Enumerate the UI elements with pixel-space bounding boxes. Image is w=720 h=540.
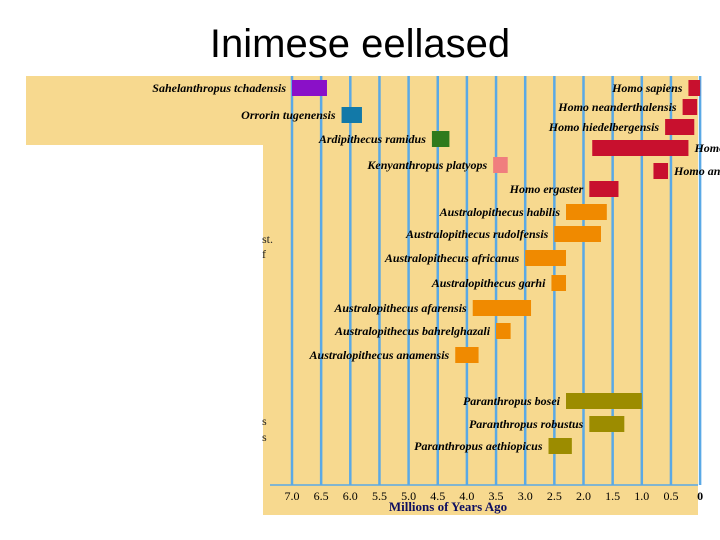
left-fragments: st.f ss [262, 232, 273, 444]
range-bar [566, 393, 642, 409]
range-bar [653, 163, 669, 179]
x-tick-label: 0.5 [663, 489, 678, 503]
species-label: Australopithecus bahrelghazali [334, 324, 491, 338]
range-bar [665, 119, 695, 135]
species-label: Ardipithecus ramidus [318, 132, 426, 146]
species-label: Australopithecus africanus [384, 251, 520, 265]
x-tick-label: 6.0 [343, 489, 358, 503]
species-label: Australopithecus afarensis [333, 301, 467, 315]
x-tick-label: 4.5 [430, 489, 445, 503]
range-bar [682, 99, 698, 115]
x-tick-label: 2.0 [576, 489, 591, 503]
species-label: Homo sapiens [611, 81, 683, 95]
x-tick-label: 7.0 [285, 489, 300, 503]
range-bar [589, 181, 619, 197]
range-bar [292, 80, 327, 96]
range-bar [551, 275, 567, 291]
range-bar [472, 300, 532, 316]
x-tick-label: 0 [697, 489, 703, 503]
range-bar [548, 438, 572, 454]
x-tick-label: 3.0 [518, 489, 533, 503]
range-bar [493, 157, 508, 173]
bars [292, 80, 701, 454]
species-labels: Sahelanthropus tchadensis Orrorin tugenen… [152, 81, 720, 453]
range-bar [431, 131, 450, 147]
range-bar [589, 416, 625, 432]
range-bar [525, 250, 567, 266]
range-bar [496, 323, 511, 339]
x-tick-label: 2.5 [547, 489, 562, 503]
range-bar [688, 80, 701, 96]
x-tick-label: 5.0 [401, 489, 416, 503]
species-label: Kenyanthropus platyops [366, 158, 487, 172]
species-label: Australopithecus garhi [431, 276, 546, 290]
left-fragment: s [262, 414, 267, 428]
x-tick-label: 6.5 [314, 489, 329, 503]
species-label: Homo erectus [693, 141, 720, 155]
x-tick-label: 3.5 [489, 489, 504, 503]
left-fragment: f [262, 247, 266, 261]
species-label: Homo neanderthalensis [557, 100, 677, 114]
range-bar [554, 226, 601, 242]
x-tick-label: 1.5 [605, 489, 620, 503]
species-label: Homo antecessor [673, 164, 720, 178]
species-label: Australopithecus anamensis [309, 348, 450, 362]
range-bar [592, 140, 689, 156]
x-axis-label: Millions of Years Ago [389, 499, 507, 514]
x-tick-label: 5.5 [372, 489, 387, 503]
species-label: Sahelanthropus tchadensis [152, 81, 286, 95]
species-label: Paranthropus aethiopicus [414, 439, 543, 453]
species-label: Paranthropus robustus [469, 417, 584, 431]
species-label: Australopithecus rudolfensis [405, 227, 549, 241]
chart-background [26, 76, 698, 515]
species-label: Orrorin tugenensis [241, 108, 336, 122]
species-label: Homo ergaster [509, 182, 584, 196]
species-label: Homo hiedelbergensis [548, 120, 660, 134]
species-label: Australopithecus habilis [439, 205, 561, 219]
x-tick-labels: 7.0 6.5 6.0 5.5 5.0 4.5 4.0 3.5 3.0 2.5 2.0 1.5 1.0 0… [285, 489, 704, 503]
left-fragment: st. [262, 232, 273, 246]
x-tick-label: 1.0 [634, 489, 649, 503]
range-bar [566, 204, 607, 220]
left-fragment: s [262, 430, 267, 444]
slide-title: Inimese eellased [209, 22, 511, 66]
species-label: Paranthropus bosei [463, 394, 561, 408]
range-bar [341, 107, 362, 123]
range-bar [455, 347, 479, 363]
x-tick-label: 4.0 [459, 489, 474, 503]
